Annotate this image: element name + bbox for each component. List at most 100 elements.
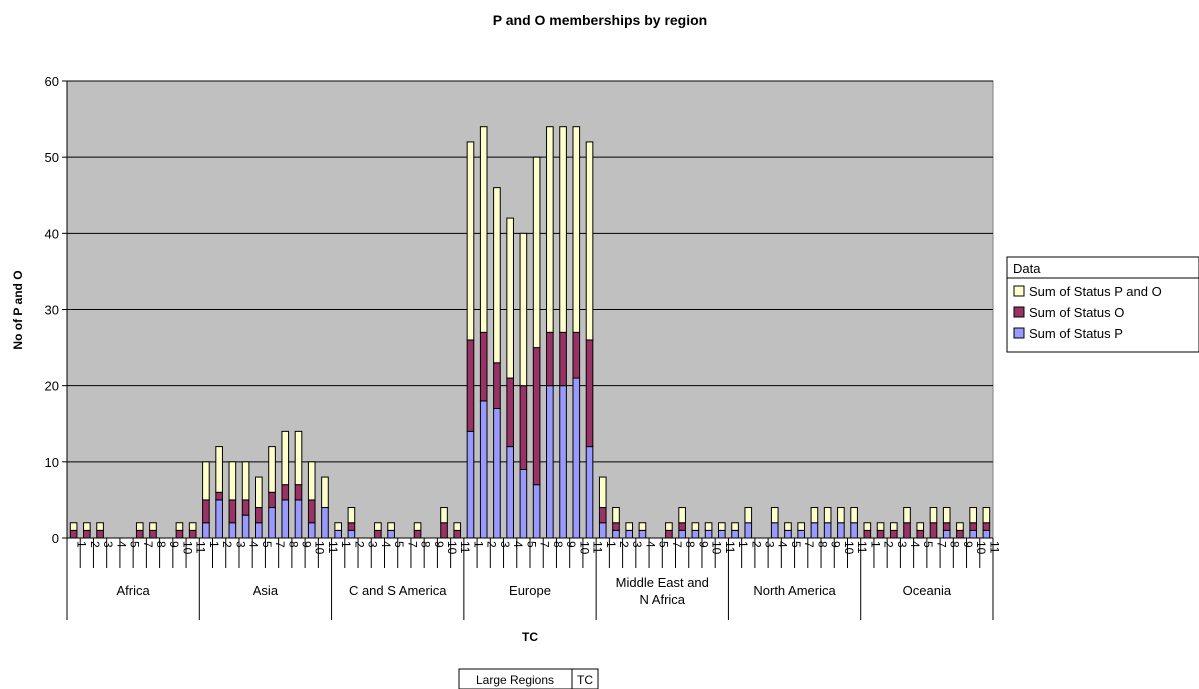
tc-tick-label: 2 — [749, 541, 763, 548]
tc-tick-label: 1 — [736, 541, 750, 548]
bar-segment — [770, 522, 779, 539]
bar-segment — [241, 499, 250, 516]
bar-segment — [215, 499, 223, 539]
y-tick-label: 40 — [45, 226, 59, 241]
bar-segment — [572, 126, 581, 333]
tc-tick-label: 2 — [617, 541, 631, 548]
tc-tick-label: 7 — [802, 541, 816, 548]
bar-segment — [665, 522, 673, 531]
bar-segment — [903, 522, 911, 539]
bar-segment — [532, 347, 541, 486]
region-label: Asia — [253, 583, 279, 598]
bar-segment — [281, 484, 290, 501]
bar-segment — [810, 507, 819, 524]
tc-tick-label: 10 — [842, 541, 856, 555]
tc-tick-label: 9 — [696, 541, 710, 548]
bar-segment — [704, 529, 713, 539]
bar-segment — [942, 522, 951, 531]
tc-tick-label: 8 — [286, 541, 300, 548]
bar-segment — [188, 522, 197, 531]
tc-tick-label: 3 — [101, 541, 115, 548]
tc-tick-label: 9 — [300, 541, 314, 548]
tc-tick-label: 3 — [366, 541, 380, 548]
tc-tick-label: 2 — [882, 541, 896, 548]
bar-segment — [916, 529, 925, 539]
bar-segment — [797, 529, 805, 539]
region-label: North America — [753, 583, 836, 598]
bar-segment — [956, 529, 964, 539]
tc-tick-label: 11 — [458, 541, 472, 554]
bar-segment — [294, 430, 303, 486]
bar-segment — [850, 507, 858, 524]
legend: Data Sum of Status P and O Sum of Status … — [1006, 256, 1199, 353]
bar-segment — [863, 522, 872, 531]
bar-segment — [294, 499, 303, 539]
tc-tick-label: 1 — [604, 541, 618, 548]
tc-tick-label: 7 — [934, 541, 948, 548]
tc-tick-label: 4 — [643, 541, 657, 548]
bar-segment — [506, 217, 514, 379]
bar-segment — [506, 377, 514, 448]
bar-segment — [744, 507, 753, 524]
tc-tick-label: 8 — [815, 541, 829, 548]
bar-segment — [598, 507, 607, 524]
bar-segment — [969, 529, 977, 539]
bar-segment — [731, 529, 739, 539]
bar-segment — [83, 529, 91, 539]
bar-segment — [585, 339, 594, 448]
tc-tick-label: 8 — [419, 541, 433, 548]
bar-segment — [453, 522, 462, 531]
bar-segment — [347, 522, 356, 531]
pivot-field-buttons[interactable]: Large Regions TC — [458, 668, 599, 689]
tc-tick-label: 4 — [114, 541, 128, 548]
bar-segment — [413, 529, 422, 539]
bar-segment — [321, 507, 329, 539]
bar-segment — [704, 522, 713, 531]
tc-tick-label: 7 — [273, 541, 287, 548]
legend-swatch — [1013, 306, 1025, 318]
bar-segment — [387, 522, 395, 531]
tc-tick-label: 8 — [683, 541, 697, 548]
bar-segment — [784, 522, 792, 531]
bar-segment — [281, 499, 290, 539]
bar-segment — [956, 522, 964, 531]
bar-segment — [546, 126, 554, 333]
bar-segment — [135, 529, 144, 539]
bar-segment — [413, 522, 422, 531]
bar-segment — [625, 529, 634, 539]
legend-box — [1006, 256, 1199, 353]
bar-segment — [493, 362, 501, 410]
field-button-tc-label: TC — [577, 673, 593, 687]
bar-segment — [942, 507, 951, 524]
bar-segment — [135, 522, 144, 531]
tc-tick-label: 3 — [498, 541, 512, 548]
tc-tick-label: 4 — [908, 541, 922, 548]
bar-segment — [440, 507, 448, 524]
tc-tick-label: 4 — [776, 541, 790, 548]
y-axis: 0 10 20 30 40 50 60 — [45, 74, 68, 546]
tc-tick-label: 8 — [154, 541, 168, 548]
tc-tick-label: 9 — [167, 541, 181, 548]
tc-tick-label: 11 — [591, 541, 605, 554]
bar-segment — [255, 507, 263, 524]
tc-tick-label: 1 — [207, 541, 221, 548]
bar-segment — [532, 156, 541, 349]
bar-segment — [638, 522, 647, 531]
bar-segment — [374, 522, 382, 531]
bar-segment — [731, 522, 739, 531]
tc-tick-label: 11 — [987, 541, 1001, 554]
bar-segment — [982, 522, 991, 531]
tc-tick-label: 10 — [445, 541, 459, 555]
legend-swatch — [1013, 285, 1025, 297]
bar-segment — [493, 408, 501, 539]
tc-tick-label: 10 — [710, 541, 724, 555]
bar-segment — [440, 522, 448, 539]
tc-tick-label: 7 — [141, 541, 155, 548]
tc-tick-label: 10 — [313, 541, 327, 555]
bar-segment — [559, 331, 567, 387]
bar-segment — [876, 522, 885, 531]
tc-tick-label: 5 — [789, 541, 803, 548]
field-button-tc[interactable] — [571, 668, 599, 689]
bar-segment — [863, 529, 872, 539]
tc-tick-label: 3 — [630, 541, 644, 548]
